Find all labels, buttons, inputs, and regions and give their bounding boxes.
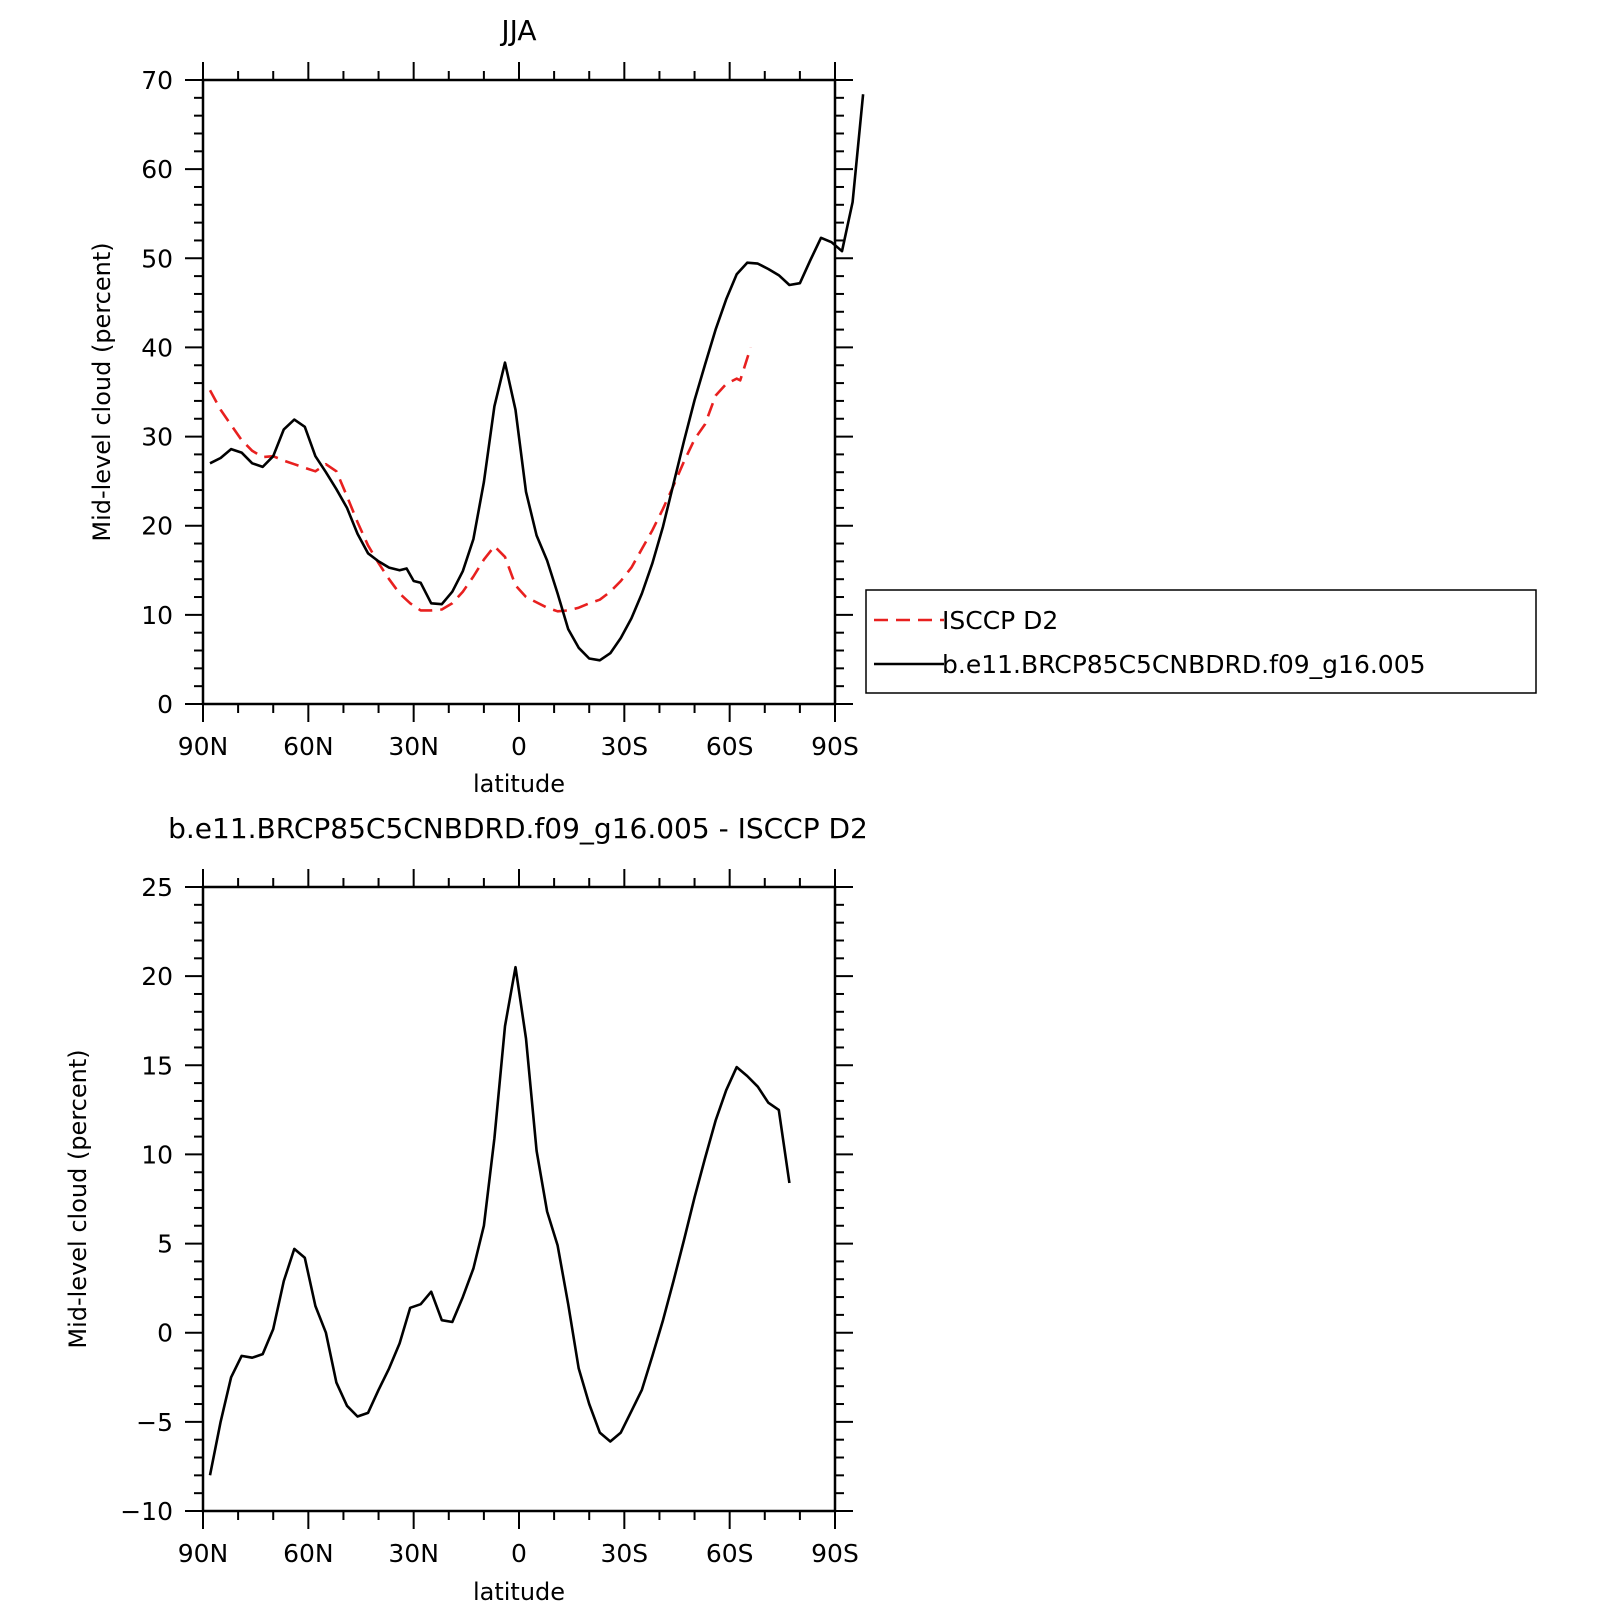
x-tick-label: 60N (283, 732, 334, 761)
y-axis-title: Mid-level cloud (percent) (88, 242, 116, 541)
y-tick-label: 40 (141, 333, 173, 362)
y-tick-label: 0 (157, 690, 173, 719)
x-axis-title: latitude (473, 1578, 565, 1606)
series-line-2 (209, 94, 865, 662)
plot-frame (201, 885, 837, 1513)
legend-box (865, 589, 1537, 694)
y-tick-label: −5 (136, 1408, 173, 1437)
chart-panel-1: 0 10 20 30 40 50 60 70 90N 60N 30N 0 30S 60S 90S latitu… (88, 14, 1537, 798)
legend-label: ISCCP D2 (942, 606, 1058, 635)
y-tick-label: 20 (141, 962, 173, 991)
x-tick-label: 90N (178, 1539, 229, 1568)
y-tick-label: 5 (157, 1230, 173, 1259)
legend-label: b.e11.BRCP85C5CNBDRD.f09_g16.005 (942, 650, 1426, 679)
x-axis-title: latitude (473, 770, 565, 798)
series-line-1 (208, 965, 791, 1476)
x-tick-label: 30N (388, 732, 439, 761)
x-tick-label: 60N (283, 1539, 334, 1568)
y-tick-label: 10 (141, 1140, 173, 1169)
y-tick-label: 10 (141, 601, 173, 630)
y-tick-label: 0 (157, 1319, 173, 1348)
chart-title: JJA (499, 14, 536, 47)
x-tick-label: 30N (388, 1539, 439, 1568)
x-tick-label: 0 (511, 732, 527, 761)
y-tick-label: 60 (141, 155, 173, 184)
x-tick-label: 30S (600, 732, 648, 761)
x-tick-label: 60S (706, 1539, 754, 1568)
series-line-1 (208, 347, 752, 613)
y-tick-label: −10 (120, 1497, 173, 1526)
x-tick-label: 60S (706, 732, 754, 761)
x-tick-label: 0 (511, 1539, 527, 1568)
x-tick-label: 90N (178, 732, 229, 761)
x-tick-label: 90S (811, 732, 859, 761)
x-tick-label: 90S (811, 1539, 859, 1568)
y-tick-label: 25 (141, 873, 173, 902)
legend: ISCCP D2 b.e11.BRCP85C5CNBDRD.f09_g16.005 (865, 589, 1537, 694)
x-tick-label: 30S (600, 1539, 648, 1568)
chart-panel-2: −10 −5 0 5 10 15 20 25 90N 60N 30N 0 30S 60S 90S latitu… (64, 812, 868, 1606)
y-axis-title: Mid-level cloud (percent) (64, 1049, 92, 1348)
y-tick-label: 30 (141, 423, 173, 452)
y-tick-label: 20 (141, 512, 173, 541)
y-tick-label: 50 (141, 244, 173, 273)
plot-frame (201, 78, 837, 706)
chart-title: b.e11.BRCP85C5CNBDRD.f09_g16.005 - ISCCP… (168, 812, 868, 845)
y-tick-label: 70 (141, 66, 173, 95)
y-tick-label: 15 (141, 1051, 173, 1080)
